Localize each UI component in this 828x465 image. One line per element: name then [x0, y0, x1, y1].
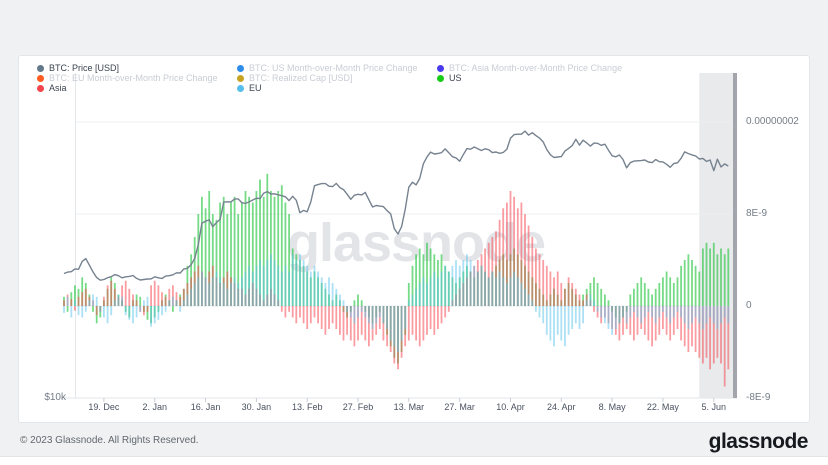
legend-item-eu[interactable]: EU: [237, 83, 262, 93]
x-axis-label-8: 10. Apr: [496, 402, 525, 412]
legend-item-btc-us-mom[interactable]: BTC: US Month-over-Month Price Change: [237, 63, 418, 73]
legend-label-btc-us-mom: BTC: US Month-over-Month Price Change: [249, 63, 418, 73]
bars-us: [63, 173, 730, 364]
legend-item-us[interactable]: US: [437, 73, 462, 83]
x-axis-label-10: 8. May: [598, 402, 626, 412]
x-axis-label-2: 16. Jan: [190, 402, 221, 412]
legend-label-btc-eu-mom: BTC: EU Month-over-Month Price Change: [49, 73, 218, 83]
legend-dot-btc-eu-mom: [37, 74, 44, 82]
legend-label-btc-price: BTC: Price [USD]: [49, 63, 120, 73]
price-line: [63, 130, 729, 281]
x-axis-label-3: 30. Jan: [241, 402, 272, 412]
legend-dot-asia: [37, 84, 44, 92]
x-axis-label-4: 13. Feb: [291, 402, 323, 412]
bars-asia: [63, 191, 730, 387]
copyright-text: © 2023 Glassnode. All Rights Reserved.: [20, 435, 199, 446]
x-axis-label-0: 19. Dec: [88, 402, 120, 412]
x-axis-label-9: 24. Apr: [547, 402, 576, 412]
legend-item-asia[interactable]: Asia: [37, 83, 67, 93]
legend-label-asia: Asia: [49, 83, 67, 93]
x-axis-label-1: 2. Jan: [142, 402, 168, 412]
glassnode-logo: glassnode: [708, 430, 809, 453]
legend-label-btc-realized-cap: BTC: Realized Cap [USD]: [249, 73, 353, 83]
legend-item-btc-eu-mom[interactable]: BTC: EU Month-over-Month Price Change: [37, 73, 218, 83]
legend-dot-btc-us-mom: [237, 64, 244, 72]
legend-dot-us: [437, 74, 444, 82]
x-axis-label-6: 13. Mar: [393, 402, 425, 412]
legend-label-us: US: [449, 73, 462, 83]
footer-background: [0, 457, 828, 465]
x-axis-label-7: 27. Mar: [444, 402, 475, 412]
legend-label-btc-asia-mom: BTC: Asia Month-over-Month Price Change: [449, 63, 623, 73]
left-axis-label-10k: $10k: [44, 392, 66, 403]
legend-dot-btc-price: [37, 64, 44, 72]
legend-item-btc-realized-cap[interactable]: BTC: Realized Cap [USD]: [237, 73, 353, 83]
legend-dot-btc-realized-cap: [237, 74, 244, 82]
legend-dot-btc-asia-mom: [437, 64, 444, 72]
x-axis-label-5: 27. Feb: [342, 402, 374, 412]
footer-divider: [0, 456, 828, 457]
legend-dot-eu: [237, 84, 244, 92]
x-axis-label-11: 22. May: [646, 402, 679, 412]
range-handle[interactable]: [733, 73, 737, 398]
x-axis-label-12: 5. Jun: [701, 402, 727, 412]
chart-card: [18, 55, 810, 423]
legend-item-btc-price[interactable]: BTC: Price [USD]: [37, 63, 119, 73]
bars-eu: [63, 254, 730, 352]
right-axis-label-2: 0: [746, 300, 752, 311]
right-axis-label-1: 8E-9: [746, 208, 768, 219]
legend-item-btc-asia-mom[interactable]: BTC: Asia Month-over-Month Price Change: [437, 63, 622, 73]
right-axis-label-3: -8E-9: [746, 392, 771, 403]
legend-label-eu: EU: [249, 83, 262, 93]
right-axis-label-0: 0.00000002: [746, 116, 799, 127]
